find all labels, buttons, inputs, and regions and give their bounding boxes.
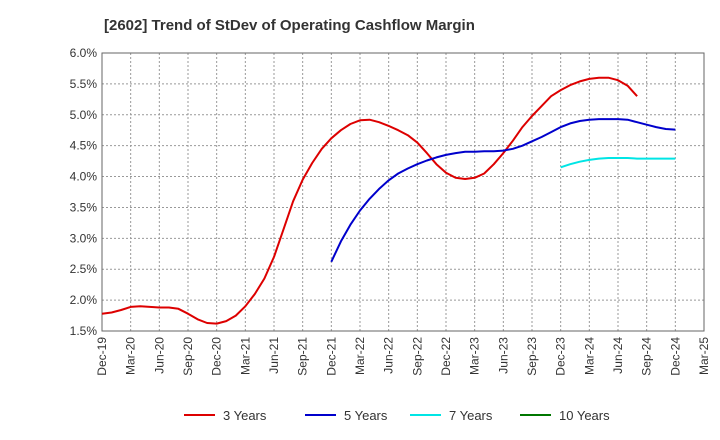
x-tick-label: Dec-24 bbox=[668, 337, 682, 376]
y-tick-label: 3.5% bbox=[70, 200, 98, 214]
y-tick-label: 1.5% bbox=[70, 324, 98, 338]
x-tick-label: Dec-23 bbox=[554, 337, 568, 376]
x-tick-label: Mar-23 bbox=[468, 337, 482, 375]
x-tick-label: Jun-20 bbox=[152, 337, 166, 374]
legend-label: 7 Years bbox=[449, 408, 493, 423]
x-tick-label: Dec-21 bbox=[324, 337, 338, 376]
legend-label: 10 Years bbox=[559, 408, 610, 423]
legend-label: 3 Years bbox=[223, 408, 267, 423]
x-tick-label: Mar-22 bbox=[353, 337, 367, 375]
x-tick-label: Dec-19 bbox=[95, 337, 109, 376]
y-tick-label: 5.5% bbox=[70, 77, 98, 91]
x-tick-label: Dec-22 bbox=[439, 337, 453, 376]
grid bbox=[102, 53, 704, 331]
y-tick-label: 4.0% bbox=[70, 170, 98, 184]
series-line-3-years bbox=[101, 76, 638, 325]
y-tick-label: 4.5% bbox=[70, 139, 98, 153]
x-tick-label: Jun-23 bbox=[496, 337, 510, 374]
x-tick-label: Sep-23 bbox=[525, 337, 539, 376]
legend: 3 Years 5 Years 7 Years 10 Years bbox=[184, 408, 610, 423]
y-tick-label: 6.0% bbox=[70, 46, 98, 60]
x-tick-label: Jun-24 bbox=[611, 337, 625, 374]
series-line-5-years bbox=[330, 118, 676, 263]
x-tick-label: Sep-20 bbox=[181, 337, 195, 376]
x-tick-label: Dec-20 bbox=[210, 337, 224, 376]
y-tick-labels: 1.5% 2.0% 2.5% 3.0% 3.5% 4.0% 4.5% 5.0% 5.5% 6.0% bbox=[70, 46, 98, 338]
x-tick-label: Jun-22 bbox=[382, 337, 396, 374]
y-tick-label: 5.0% bbox=[70, 108, 98, 122]
x-tick-label: Mar-25 bbox=[697, 337, 711, 375]
series-lines bbox=[101, 76, 676, 325]
legend-label: 5 Years bbox=[344, 408, 388, 423]
x-tick-label: Sep-21 bbox=[296, 337, 310, 376]
y-tick-label: 3.0% bbox=[70, 231, 98, 245]
x-tick-label: Sep-24 bbox=[640, 337, 654, 376]
y-tick-label: 2.0% bbox=[70, 293, 98, 307]
x-tick-label: Jun-21 bbox=[267, 337, 281, 374]
plot-area bbox=[101, 52, 705, 332]
x-tick-label: Sep-22 bbox=[410, 337, 424, 376]
chart-title: [2602] Trend of StDev of Operating Cashf… bbox=[104, 17, 475, 34]
x-tick-label: Mar-24 bbox=[582, 337, 596, 375]
x-tick-label: Mar-20 bbox=[124, 337, 138, 375]
x-tick-labels: Dec-19 Mar-20 Jun-20 Sep-20 Dec-20 Mar-21 Jun-… bbox=[95, 337, 711, 376]
y-tick-label: 2.5% bbox=[70, 262, 98, 276]
series-line-7-years bbox=[560, 157, 676, 169]
x-tick-label: Mar-21 bbox=[238, 337, 252, 375]
